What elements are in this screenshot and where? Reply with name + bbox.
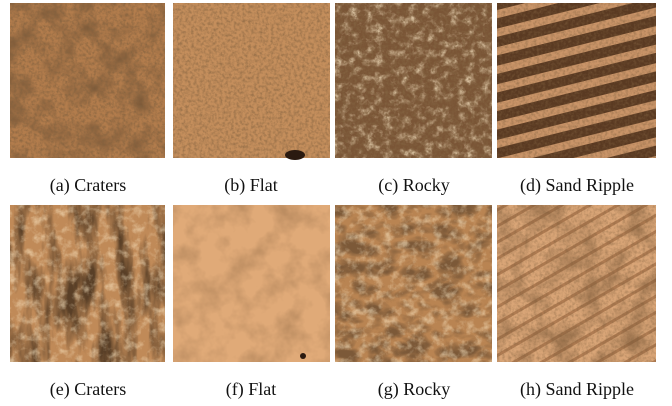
panel-image: [335, 3, 492, 158]
caption: (h) Sand Ripple: [520, 379, 634, 400]
caption: (f) Flat: [226, 379, 276, 400]
caption: (d) Sand Ripple: [520, 175, 634, 196]
caption: (a) Craters: [50, 175, 126, 196]
panel-image: [497, 205, 656, 362]
caption: (b) Flat: [224, 175, 278, 196]
panel-image: [10, 3, 165, 158]
caption: (c) Rocky: [378, 175, 449, 196]
caption: (g) Rocky: [378, 379, 450, 400]
panel-image: [173, 205, 330, 362]
panel-image: [173, 3, 330, 160]
panel-image: [497, 3, 656, 158]
panel-image: [335, 205, 492, 362]
caption: (e) Craters: [50, 379, 126, 400]
panel-image: [10, 205, 165, 362]
